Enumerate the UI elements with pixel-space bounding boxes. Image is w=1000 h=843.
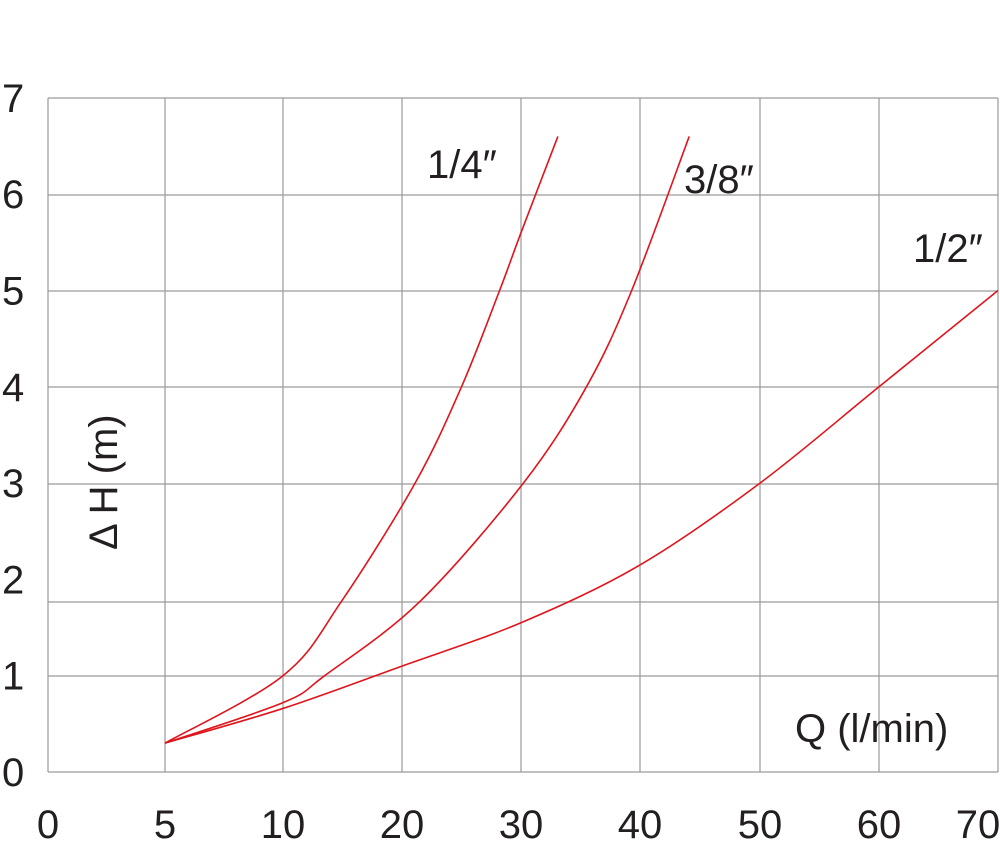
series-line-1 [164, 136, 690, 744]
y-tick-3: 3 [2, 462, 24, 506]
series-line-0 [164, 136, 559, 744]
x-tick-60: 60 [857, 803, 902, 843]
series-label-1-4: 1/4″ [427, 143, 497, 187]
x-tick-50: 50 [738, 803, 783, 843]
x-axis-label: Q (l/min) [795, 707, 948, 751]
y-tick-6: 6 [2, 173, 24, 217]
y-tick-4: 4 [2, 366, 24, 410]
y-tick-2: 2 [2, 558, 24, 602]
y-tick-0: 0 [2, 751, 24, 795]
y-tick-1: 1 [2, 655, 24, 699]
y-axis-label: Δ H (m) [82, 414, 126, 550]
x-tick-30: 30 [499, 803, 544, 843]
series-line-2 [164, 289, 999, 744]
y-tick-7: 7 [2, 77, 24, 121]
series-lines [164, 136, 999, 744]
x-tick-20: 20 [380, 803, 425, 843]
y-tick-5: 5 [2, 270, 24, 314]
x-tick-5: 5 [154, 803, 176, 843]
x-tick-0: 0 [37, 803, 59, 843]
x-tick-70: 70 [956, 803, 1000, 843]
x-tick-10: 10 [261, 803, 306, 843]
x-tick-labels: 0 5 10 20 30 40 50 60 70 [37, 803, 1000, 843]
series-label-3-8: 3/8″ [684, 158, 754, 202]
grid [47, 97, 999, 773]
series-label-1-2: 1/2″ [913, 227, 983, 271]
x-tick-40: 40 [618, 803, 663, 843]
y-tick-labels: 0 1 2 3 4 5 6 7 [2, 77, 24, 795]
